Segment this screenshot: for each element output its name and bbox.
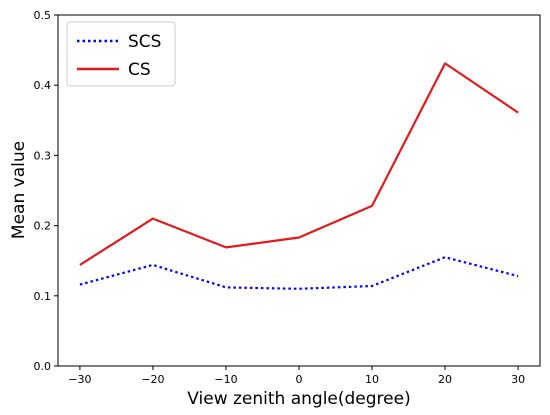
- y-tick-label: 0.3: [34, 149, 52, 162]
- y-axis-label: Mean value: [9, 141, 29, 239]
- series-layer: [79, 62, 519, 290]
- x-axis-label: View zenith angle(degree): [187, 389, 410, 409]
- x-axis-ticks: −30 −20 −10 0 10 20 30: [68, 366, 525, 386]
- x-tick-label: −20: [141, 373, 164, 386]
- x-tick-label: 10: [365, 373, 379, 386]
- legend: SCS CS: [66, 21, 176, 87]
- legend-label-cs: CS: [128, 60, 151, 80]
- x-tick-label: 0: [296, 373, 303, 386]
- x-tick-label: 30: [511, 373, 525, 386]
- x-tick-label: −30: [68, 373, 91, 386]
- x-tick-label: 20: [438, 373, 452, 386]
- x-tick-label: −10: [214, 373, 237, 386]
- y-tick-label: 0.2: [34, 220, 52, 233]
- legend-label-scs: SCS: [128, 32, 161, 52]
- y-axis-ticks: 0.0 0.1 0.2 0.3 0.4 0.5: [34, 9, 58, 373]
- y-tick-label: 0.4: [34, 79, 52, 92]
- y-tick-label: 0.5: [34, 9, 52, 22]
- y-tick-label: 0.0: [34, 360, 52, 373]
- y-tick-label: 0.1: [34, 290, 52, 303]
